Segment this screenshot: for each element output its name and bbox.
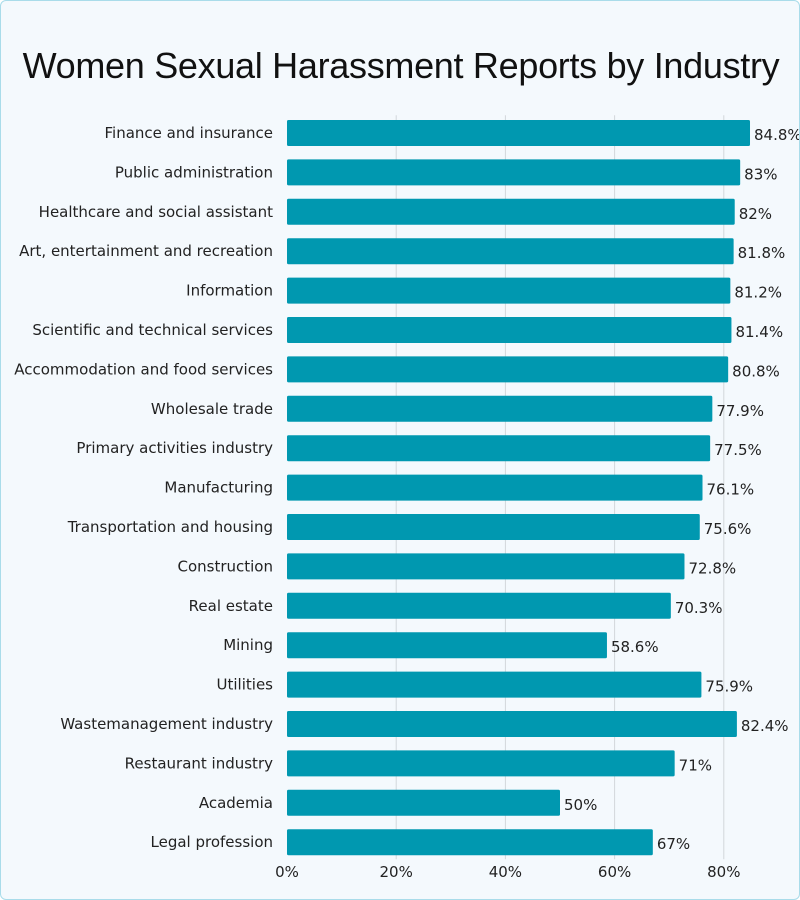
value-label: 81.4% [735, 323, 783, 341]
bar [287, 159, 741, 186]
bar [287, 395, 713, 422]
x-tick-label: 20% [380, 863, 413, 881]
value-label: 67% [657, 835, 690, 853]
category-label: Wastemanagement industry [60, 715, 273, 733]
value-label: 77.5% [714, 441, 762, 459]
value-label: 50% [564, 796, 597, 814]
value-label: 81.8% [738, 244, 786, 262]
x-tick-label: 80% [707, 863, 740, 881]
bar [287, 750, 675, 777]
bar [287, 356, 729, 383]
category-label: Real estate [189, 597, 273, 615]
value-label: 83% [744, 165, 777, 183]
value-label: 80.8% [732, 362, 780, 380]
category-label: Academia [199, 794, 273, 812]
bar [287, 277, 731, 304]
value-label: 70.3% [675, 599, 723, 617]
value-label: 81.2% [734, 284, 782, 302]
category-label: Construction [177, 557, 273, 575]
value-label: 84.8% [754, 126, 800, 144]
category-label: Finance and insurance [105, 124, 273, 142]
category-label: Legal profession [151, 833, 274, 851]
category-label: Mining [223, 636, 273, 654]
bar [287, 198, 735, 225]
category-label: Primary activities industry [76, 439, 273, 457]
category-label: Wholesale trade [151, 400, 273, 418]
bar [287, 632, 607, 659]
category-label: Accommodation and food services [14, 360, 273, 378]
category-label: Information [186, 282, 273, 300]
x-tick-label: 60% [598, 863, 631, 881]
category-label: Utilities [217, 676, 274, 694]
bar [287, 238, 734, 265]
category-label: Art, entertainment and recreation [19, 242, 273, 260]
category-label: Manufacturing [164, 479, 273, 497]
value-label: 72.8% [688, 559, 736, 577]
category-label: Scientific and technical services [32, 321, 273, 339]
value-label: 75.9% [705, 678, 753, 696]
value-label: 75.6% [704, 520, 752, 538]
category-label: Healthcare and social assistant [39, 203, 273, 221]
bar [287, 317, 732, 343]
bar [287, 829, 653, 856]
bar [287, 789, 560, 816]
value-label: 58.6% [611, 638, 659, 656]
value-label: 77.9% [716, 402, 764, 420]
value-label: 76.1% [707, 481, 755, 499]
bar [287, 711, 737, 737]
bar [287, 592, 671, 619]
x-tick-label: 0% [275, 863, 299, 881]
category-label: Transportation and housing [67, 518, 273, 536]
value-label: 71% [679, 756, 712, 774]
chart-title: Women Sexual Harassment Reports by Indus… [22, 45, 780, 86]
value-label: 82% [739, 205, 772, 223]
bar [287, 474, 703, 501]
bar [287, 514, 700, 540]
bar [287, 120, 751, 146]
bar [287, 435, 711, 462]
bar [287, 671, 702, 698]
category-label: Public administration [115, 163, 273, 181]
value-label: 82.4% [741, 717, 789, 735]
category-label: Restaurant industry [125, 754, 273, 772]
bar [287, 553, 685, 580]
x-tick-label: 40% [489, 863, 522, 881]
